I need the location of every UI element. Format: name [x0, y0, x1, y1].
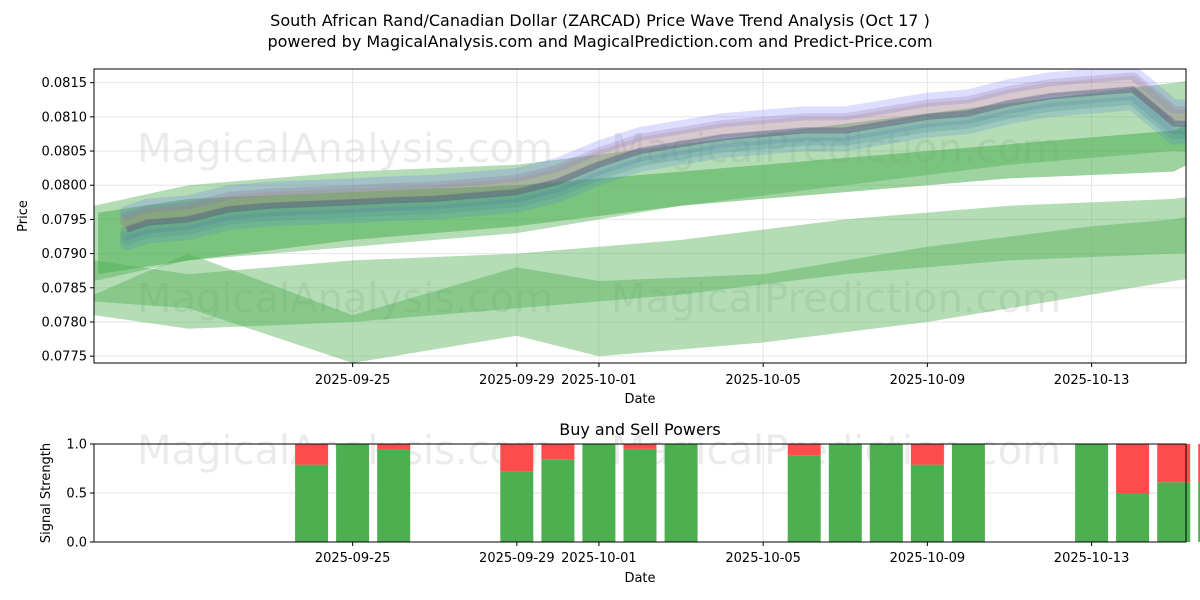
watermark-text: MagicalPrediction.com: [611, 276, 1061, 322]
buy-bar: [1116, 493, 1150, 542]
price-wave-plot: MagicalAnalysis.com MagicalPrediction.com…: [16, 68, 1187, 407]
y-tick-label: 1.0: [66, 438, 87, 453]
main-subtitle: powered by MagicalAnalysis.com and Magic…: [267, 32, 932, 51]
band-lowest: [94, 216, 1186, 363]
sell-bar: [500, 444, 534, 472]
buy-bar: [869, 444, 903, 542]
x-tick-label: 2025-09-29: [479, 551, 555, 566]
buy-bar: [910, 464, 944, 542]
buy-bar: [623, 448, 657, 542]
x-tick-label: 2025-10-01: [561, 551, 637, 566]
x-tick-label: 2025-10-13: [1054, 551, 1130, 566]
sell-bar: [623, 444, 657, 449]
bottom-chart-title: Buy and Sell Powers: [559, 420, 721, 439]
x-tick-label: 2025-09-25: [315, 551, 391, 566]
band-mid-dark: [98, 125, 1186, 275]
y-tick-label: 0.0790: [42, 247, 88, 262]
buy-bar: [1198, 482, 1200, 542]
buy-bar: [295, 464, 329, 542]
buy-bar: [1157, 482, 1191, 542]
top-plot-area: [94, 69, 1186, 363]
y-tick-label: 0.5: [66, 487, 87, 502]
y-tick-label: 0.0805: [42, 145, 88, 160]
top-plot-frame: [93, 68, 1187, 364]
y-tick-label: 0.0800: [42, 179, 88, 194]
y-tick-label: 0.0810: [42, 110, 88, 125]
band-lower-wide: [94, 197, 1186, 329]
sell-bar: [1198, 444, 1200, 483]
sell-bar: [1116, 444, 1150, 493]
buy-bar: [582, 444, 616, 542]
sell-bar: [910, 444, 944, 465]
wave-ribbon: [119, 96, 1186, 251]
x-tick-label: 2025-10-05: [725, 551, 801, 566]
watermark-text: MagicalAnalysis.com: [137, 126, 553, 172]
buy-bar: [664, 444, 698, 542]
sell-bar: [377, 444, 411, 450]
buy-bar: [828, 444, 862, 542]
watermark-text: MagicalAnalysis.com: [137, 276, 553, 322]
buy-bar: [787, 455, 821, 542]
y-axis-label: Price: [16, 200, 31, 232]
y-axis-label: Signal Strength: [39, 443, 54, 543]
x-tick-label: 2025-09-29: [479, 373, 555, 388]
buy-bar: [541, 459, 575, 542]
wave-ribbon: [119, 85, 1186, 241]
sell-bar: [1157, 444, 1191, 483]
wave-ribbon: [119, 75, 1186, 230]
wave-line: [125, 86, 1186, 233]
y-tick-label: 0.0795: [42, 213, 88, 228]
x-tick-label: 2025-09-25: [315, 373, 391, 388]
sell-bar: [541, 444, 575, 460]
buy-bar: [377, 449, 411, 542]
x-tick-label: 2025-10-05: [725, 373, 801, 388]
x-tick-label: 2025-10-13: [1054, 373, 1130, 388]
wave-ribbon: [119, 69, 1186, 220]
x-tick-label: 2025-10-01: [561, 373, 637, 388]
main-title: South African Rand/Canadian Dollar (ZARC…: [270, 11, 930, 30]
buy-bar: [1075, 444, 1109, 542]
x-axis-label: Date: [624, 571, 655, 586]
x-tick-label: 2025-10-09: [890, 373, 966, 388]
y-tick-label: 0.0815: [42, 76, 88, 91]
wave-ribbon: [119, 72, 1186, 227]
x-tick-label: 2025-10-09: [890, 551, 966, 566]
wave-ribbon: [119, 90, 1186, 245]
y-tick-label: 0.0775: [42, 350, 88, 365]
buy-bar: [336, 444, 370, 542]
y-tick-label: 0.0: [66, 536, 87, 551]
x-axis-label: Date: [624, 392, 655, 407]
sell-bar: [295, 444, 329, 465]
buy-bar: [951, 444, 985, 542]
buy-sell-plot: MagicalAnalysis.comMagicalPrediction.com…: [39, 420, 1200, 586]
sell-bar: [787, 444, 821, 456]
buy-bar: [500, 471, 534, 542]
y-tick-label: 0.0780: [42, 315, 88, 330]
y-tick-label: 0.0785: [42, 281, 88, 296]
